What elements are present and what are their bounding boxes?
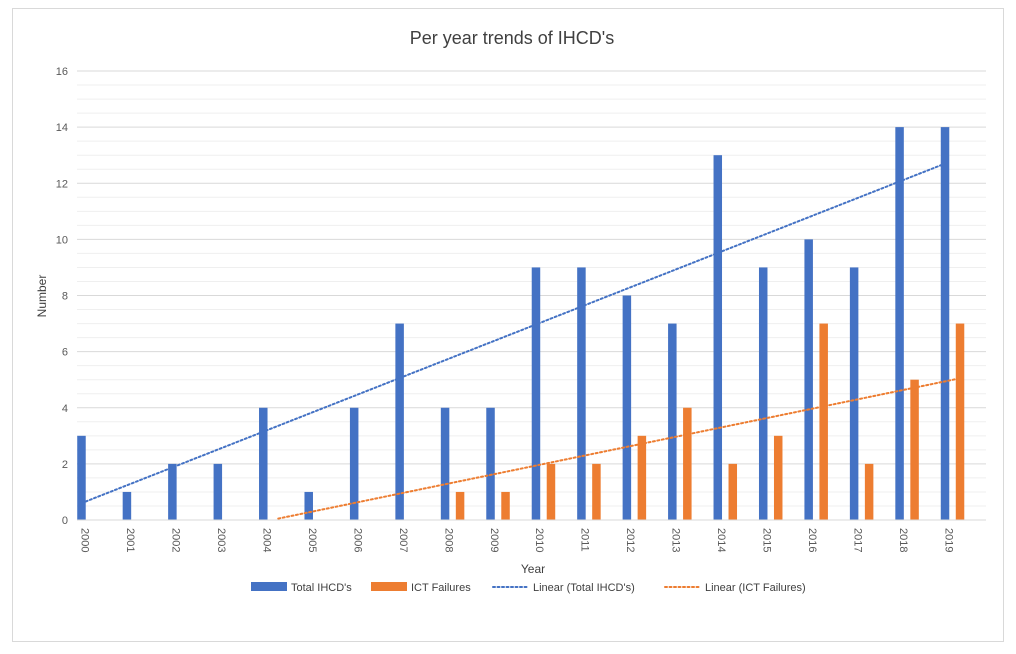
bar-ict-failures xyxy=(910,379,919,520)
legend-swatch xyxy=(251,582,287,591)
y-tick-label: 2 xyxy=(62,459,68,471)
y-tick-label: 12 xyxy=(56,178,68,190)
x-tick-label: 2004 xyxy=(261,528,273,552)
x-tick-label: 2012 xyxy=(624,528,636,552)
bar-ict-failures xyxy=(819,323,828,520)
legend-total-ihcds: Total IHCD's xyxy=(251,582,352,594)
x-tick-label: 2000 xyxy=(79,528,91,552)
bar-ict-failures xyxy=(773,435,783,520)
bar-ict-failures xyxy=(683,407,692,520)
gridlines xyxy=(77,70,986,507)
x-tick-label: 2010 xyxy=(533,528,545,552)
bar-ict-failures xyxy=(955,323,965,520)
y-tick-label: 16 xyxy=(56,66,68,78)
bar-total-ihcds xyxy=(395,323,404,520)
trendlines xyxy=(80,162,962,520)
bar-total-ihcds xyxy=(668,323,677,520)
bar-total-ihcds xyxy=(577,267,586,520)
y-tick-label: 14 xyxy=(56,122,68,134)
legend-label: ICT Failures xyxy=(411,582,471,594)
x-tick-label: 2015 xyxy=(760,528,772,552)
legend-linear-ict-failures: Linear (ICT Failures) xyxy=(664,582,806,594)
y-axis-ticks: 0 2 4 6 8 10 12 14 16 xyxy=(56,66,68,527)
bar-total-ihcds xyxy=(259,407,268,520)
y-tick-label: 6 xyxy=(62,347,68,359)
x-axis-ticks: 2000 2001 2002 2003 2004 2005 2006 2007 2008 2009… xyxy=(79,528,955,552)
bar-total-ihcds xyxy=(940,127,950,520)
x-tick-label: 2002 xyxy=(170,528,182,552)
bar-total-ihcds xyxy=(486,407,495,520)
x-tick-label: 2005 xyxy=(306,528,318,552)
bar-ict-failures xyxy=(637,435,647,520)
x-tick-label: 2017 xyxy=(851,528,863,552)
x-tick-label: 2007 xyxy=(397,528,409,552)
legend-swatch xyxy=(371,582,407,591)
x-tick-label: 2013 xyxy=(670,528,682,552)
chart-frame xyxy=(12,8,1004,642)
legend-label: Linear (Total IHCD's) xyxy=(533,582,635,594)
legend-label: Total IHCD's xyxy=(291,582,352,594)
x-tick-label: 2001 xyxy=(124,528,136,552)
bar-ict-failures xyxy=(546,463,556,520)
bars xyxy=(77,127,965,520)
y-tick-label: 0 xyxy=(62,515,68,527)
x-tick-label: 2014 xyxy=(715,528,727,552)
bar-ict-failures xyxy=(455,491,465,520)
y-tick-label: 10 xyxy=(56,234,68,246)
bar-total-ihcds xyxy=(304,491,313,520)
bar-total-ihcds xyxy=(213,463,223,520)
y-axis-label: Number xyxy=(35,275,49,318)
bar-total-ihcds xyxy=(531,267,541,520)
bar-total-ihcds xyxy=(804,239,813,520)
legend-linear-total-ihcds: Linear (Total IHCD's) xyxy=(492,582,635,594)
bar-ict-failures xyxy=(864,463,874,520)
bar-total-ihcds xyxy=(849,267,859,520)
bar-total-ihcds xyxy=(895,127,904,520)
bar-total-ihcds xyxy=(440,407,450,520)
x-tick-label: 2008 xyxy=(442,528,454,552)
bar-total-ihcds xyxy=(758,267,768,520)
bar-ict-failures xyxy=(501,491,510,520)
legend-label: Linear (ICT Failures) xyxy=(705,582,806,594)
trendline-total-ihcds xyxy=(80,162,947,505)
bar-total-ihcds xyxy=(622,295,632,520)
bar-total-ihcds xyxy=(349,407,359,520)
bar-total-ihcds xyxy=(122,491,132,520)
x-tick-label: 2019 xyxy=(942,528,954,552)
bar-total-ihcds xyxy=(168,463,177,520)
y-tick-label: 8 xyxy=(62,291,68,303)
trendline-ict-failures xyxy=(277,377,962,520)
x-tick-label: 2006 xyxy=(351,528,363,552)
bar-ict-failures xyxy=(592,463,601,520)
x-axis-label: Year xyxy=(521,562,545,576)
legend-ict-failures: ICT Failures xyxy=(371,582,471,594)
y-tick-label: 4 xyxy=(62,403,68,415)
bar-total-ihcds xyxy=(77,435,86,520)
bar-ict-failures xyxy=(728,463,738,520)
x-tick-label: 2016 xyxy=(806,528,818,552)
bar-total-ihcds xyxy=(713,155,723,520)
x-tick-label: 2003 xyxy=(215,528,227,552)
x-tick-label: 2011 xyxy=(579,528,591,552)
legend: Total IHCD's ICT Failures Linear (Total IH… xyxy=(251,582,806,594)
x-tick-label: 2009 xyxy=(488,528,500,552)
x-tick-label: 2018 xyxy=(897,528,909,552)
chart-title: Per year trends of IHCD's xyxy=(410,28,615,48)
